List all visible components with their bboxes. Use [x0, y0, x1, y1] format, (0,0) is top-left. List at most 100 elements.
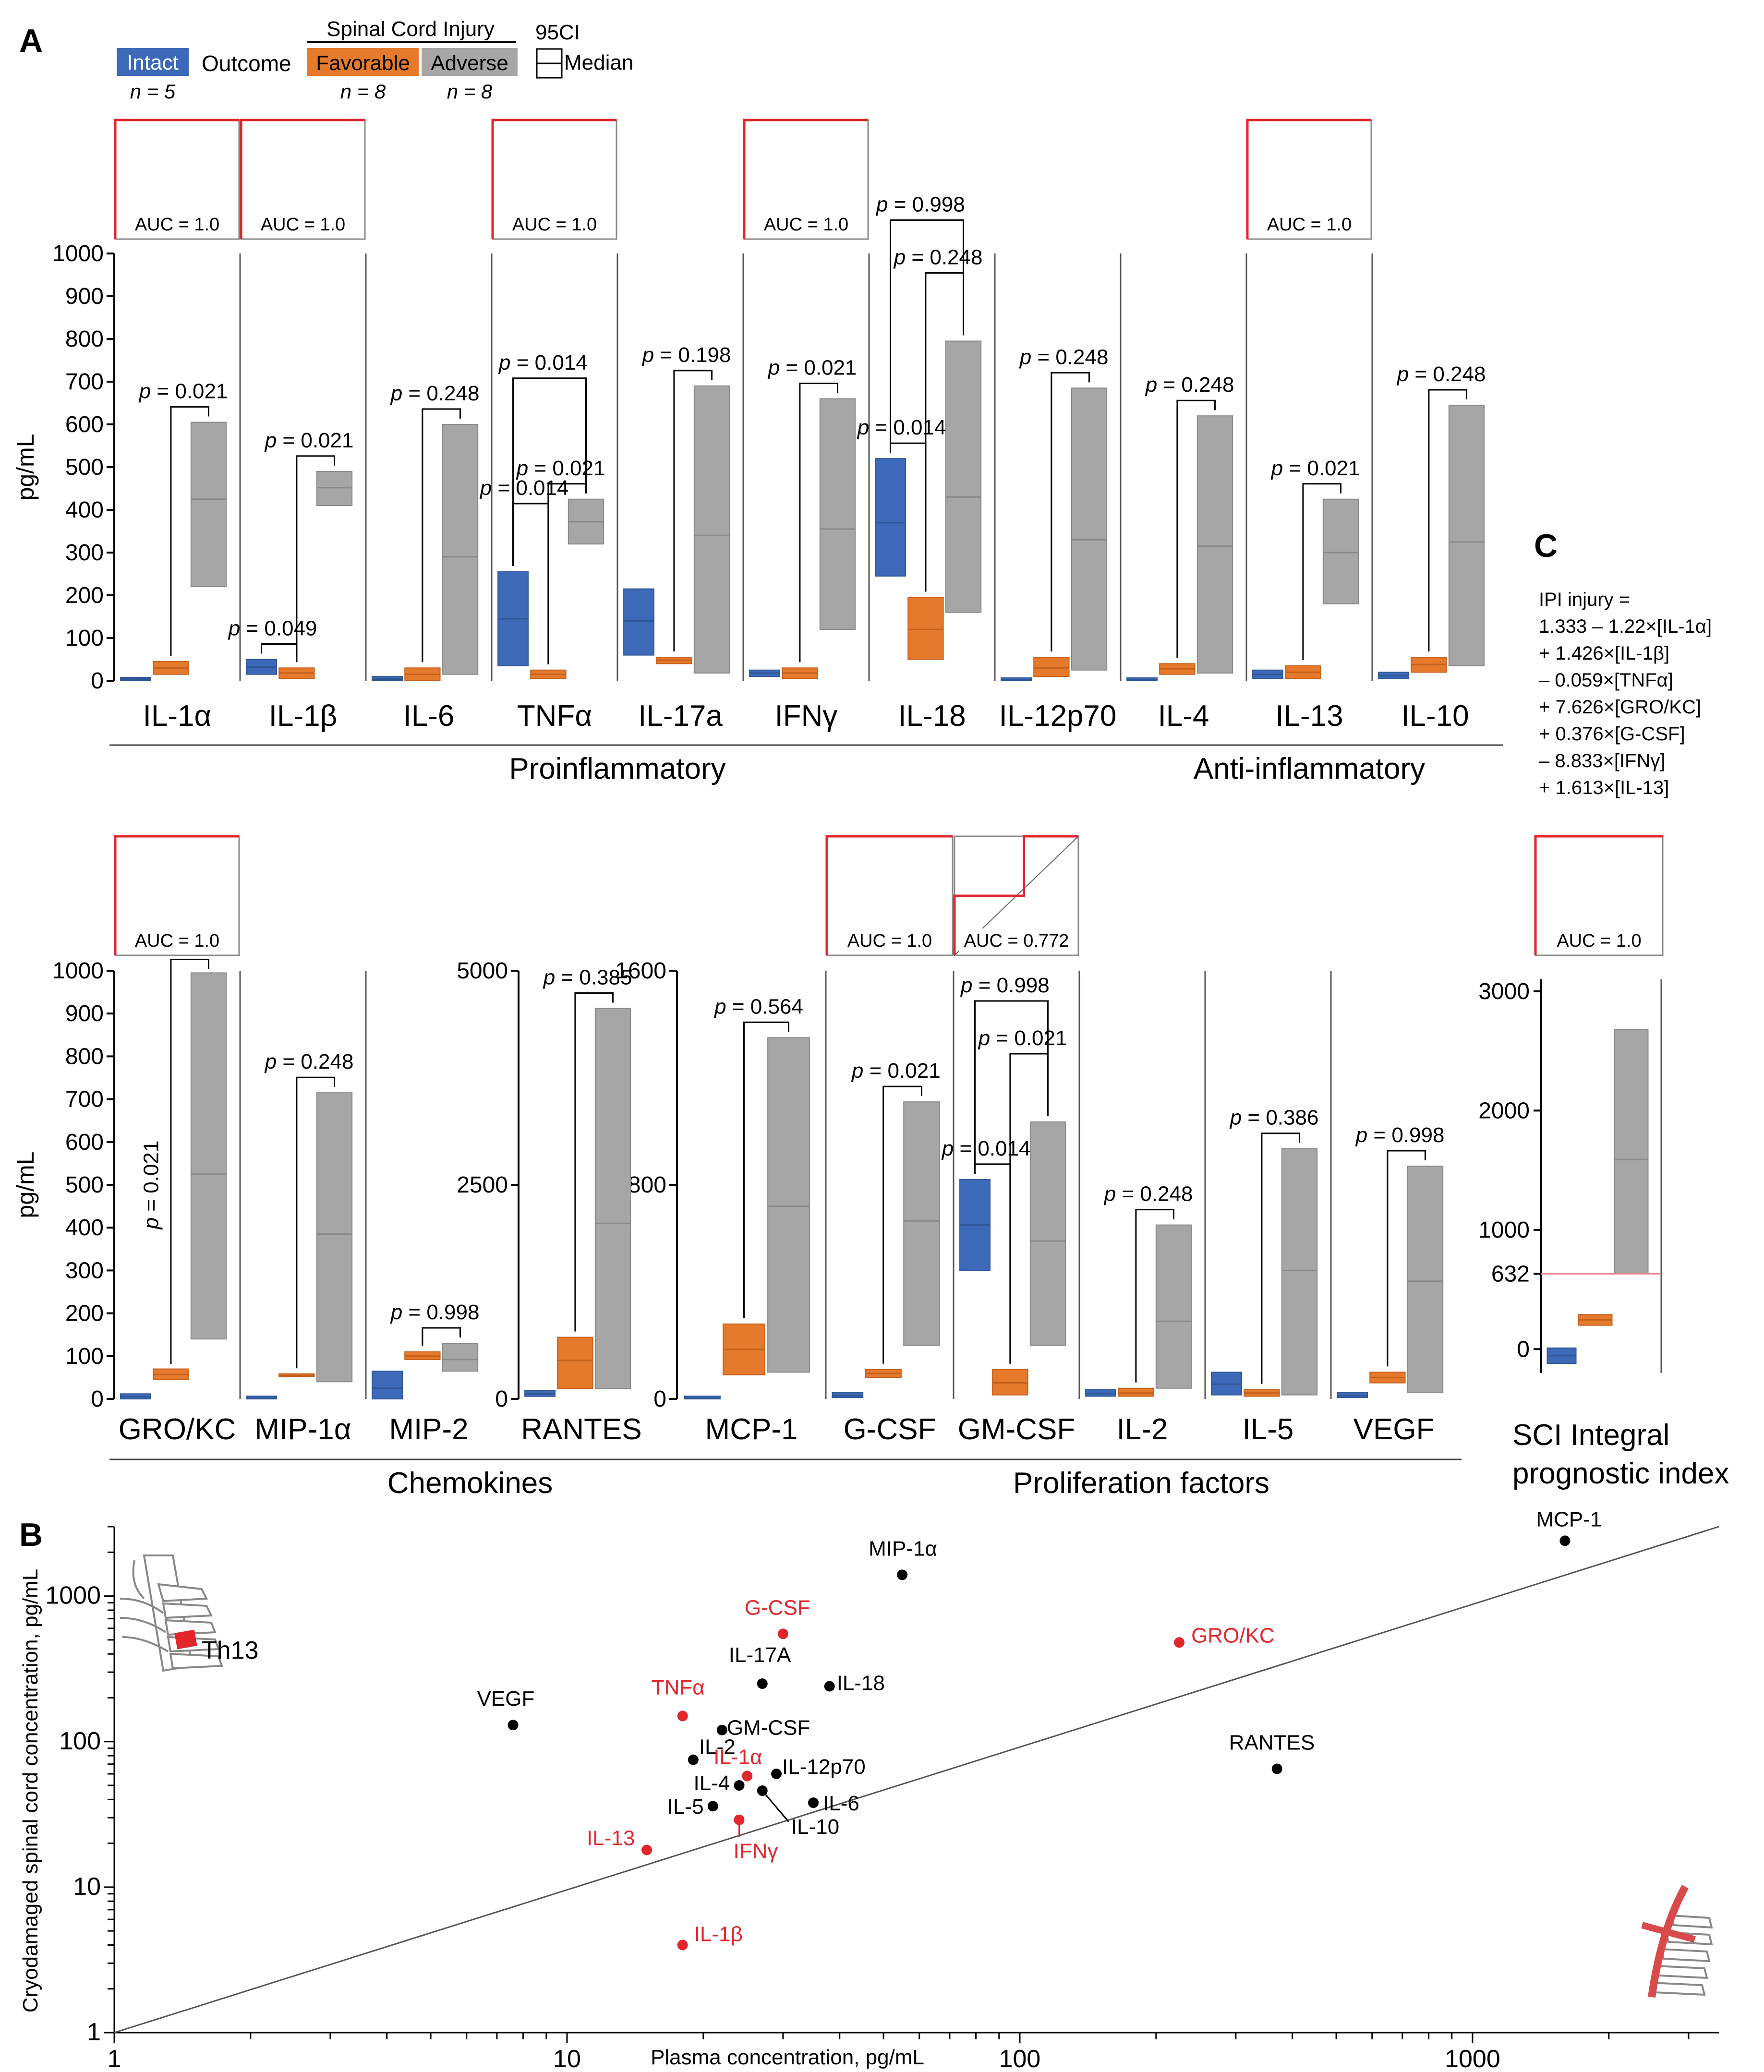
cyt-9-roc-auc: AUC = 1.0: [1267, 215, 1352, 235]
scatter-point-9: [688, 1754, 699, 1765]
panel-b: Th13 Plasma concentration, pg/mL Cryodam…: [19, 1507, 1719, 2072]
y-tick-label-0-8: 800: [65, 326, 104, 352]
scatter-point-5: [824, 1681, 835, 1692]
cyt-5-bracket-0: [799, 383, 838, 663]
cyt-7-pvalue-0: p = 0.248: [1103, 1182, 1193, 1206]
cyt-1-pvalue-0: p = 0.248: [264, 1050, 354, 1073]
y-tick-label-1-2: 5000: [457, 958, 508, 984]
scatter-point-label-17: IL-13: [587, 1826, 635, 1850]
legend-median-label: Median: [564, 51, 633, 74]
cyt-2-pvalue-0: p = 0.248: [390, 382, 480, 405]
scatter-point-12: [734, 1780, 745, 1791]
cyt-1-bracket-1: [296, 455, 335, 663]
cyt-9-pvalue-0: p = 0.998: [1355, 1123, 1445, 1147]
scatter-point-1: [897, 1569, 908, 1580]
scatter-point-label-0: MCP-1: [1536, 1507, 1602, 1531]
y-tick-label-0-9: 900: [65, 1001, 104, 1026]
ipi-eq-line-2: + 1.426×[IL-1β]: [1539, 643, 1669, 664]
ipi-xlabel-line-2: prognostic index: [1512, 1457, 1729, 1490]
cyt-6-box-intact: [875, 458, 906, 577]
legend-favorable-n: n = 8: [340, 80, 386, 103]
cyt-2-label: IL-6: [403, 699, 455, 733]
scatter-point-label-9: IL-2: [699, 1735, 736, 1759]
y-tick-label-1-0: 0: [495, 1386, 508, 1412]
y-tick-label-0-7: 700: [65, 1087, 104, 1112]
scatter-y-tick-label-1: 10: [73, 1873, 101, 1901]
legend-ci-label: 95CI: [535, 21, 580, 44]
legend-adverse-n: n = 8: [447, 80, 493, 103]
cyt-3-label: TNFα: [517, 699, 592, 733]
th13-vertebra-marker: [174, 1629, 197, 1650]
scatter-x-tick-label-1: 10: [553, 2045, 581, 2072]
cyt-7-label: IL-2: [1117, 1413, 1168, 1446]
scatter-point-3: [1174, 1637, 1185, 1648]
legend-intact-swatch: [117, 48, 189, 76]
scatter-point-label-1: MIP-1α: [869, 1537, 937, 1560]
y-tick-label-0-4: 400: [65, 497, 104, 523]
cyt-7-box-favorable: [1118, 1387, 1154, 1397]
cyt-0-pvalue-0: p = 0.021: [138, 380, 228, 403]
ipi-eq-line-5: + 0.376×[G-CSF]: [1539, 723, 1685, 745]
cyt-9-box-adverse: [1322, 498, 1359, 604]
cyt-6-label: GM-CSF: [958, 1413, 1075, 1446]
ipi-eq-line-6: – 8.833×[IFNγ]: [1539, 750, 1665, 771]
scatter-point-11: [742, 1771, 753, 1782]
cyt-9-pvalue-0: p = 0.021: [1270, 457, 1360, 480]
cyt-7-box-adverse: [1071, 387, 1108, 671]
scatter-point-label-14: IL-5: [667, 1795, 704, 1819]
cyt-10-box-adverse: [1448, 404, 1485, 666]
scatter-x-tick-label-2: 100: [999, 2045, 1041, 2072]
cyt-1-roc-auc: AUC = 1.0: [261, 215, 345, 235]
legend-intact-label: Intact: [127, 51, 179, 74]
cyt-6-bracket-2: [974, 1000, 1049, 1174]
cyt-8-box-adverse: [1281, 1148, 1318, 1396]
cyt-2-pvalue-0: p = 0.998: [390, 1301, 480, 1324]
panel-c: IPI injury = 1.333 – 1.22×[IL-1α] + 1.42…: [1478, 589, 1729, 1490]
cyt-1-box-adverse: [316, 1092, 353, 1383]
y-tick-label-2-0: 0: [653, 1386, 666, 1412]
cyt-3-pvalue-0: p = 0.385: [543, 965, 632, 989]
ipi-roc-curve: [1534, 835, 1663, 955]
ipi-eq-line-1: 1.333 – 1.22×[IL-1α]: [1539, 616, 1712, 637]
y-tick-label-0-7: 700: [65, 369, 104, 395]
cyt-6-pvalue-0: p = 0.014: [857, 416, 946, 439]
panel-a-bottom: 0 100 200 300 400 500 600 700 800 900 1000 0 2500 500…: [12, 835, 1462, 1500]
cyt-8-pvalue-0: p = 0.386: [1229, 1106, 1319, 1130]
cyt-5-pvalue-0: p = 0.021: [767, 356, 857, 380]
cyt-6-box-adverse: [1029, 1121, 1066, 1346]
scatter-point-19: [677, 1939, 688, 1951]
y-tick-label-2-1: 800: [628, 1172, 666, 1198]
cyt-4-bracket-0: [673, 370, 713, 652]
cyt-1-bracket-0: [296, 1076, 335, 1369]
y-tick-label-0-3: 300: [65, 540, 104, 566]
cyt-4-label: MCP-1: [705, 1413, 798, 1446]
cyt-6-pvalue-2: p = 0.998: [960, 974, 1050, 997]
cyt-7-box-adverse: [1155, 1224, 1192, 1389]
panel-a-top: 0 100 200 300 400 500 600 700 800 900 1000 pg/mL p =…: [12, 119, 1503, 785]
cyt-2-box-adverse: [442, 1343, 479, 1372]
th13-label: Th13: [202, 1637, 259, 1664]
scatter-point-label-10: IL-12p70: [782, 1755, 866, 1779]
legend-favorable-label: Favorable: [316, 51, 410, 75]
scatter-point-label-19: IL-1β: [694, 1923, 743, 1946]
scatter-ylabel: Cryodamaged spinal cord concentration, p…: [19, 1569, 42, 2013]
legend-outcome-label: Outcome: [202, 51, 291, 76]
y-axis-label: pg/mL: [12, 1152, 39, 1218]
cyt-4-box-adverse: [767, 1037, 810, 1373]
ipi-xlabel-line-1: SCI Integral: [1512, 1419, 1669, 1452]
cyt-3-pvalue-1: p = 0.014: [479, 476, 569, 500]
legend-sci-header: Spinal Cord Injury: [326, 17, 495, 41]
ipi-y-tick-label-1: 632: [1491, 1261, 1530, 1287]
cyt-5-box-adverse: [819, 398, 856, 630]
cyt-3-pvalue-2: p = 0.014: [498, 351, 588, 374]
cyt-0-box-adverse: [190, 422, 227, 588]
cyt-7-pvalue-0: p = 0.248: [1019, 345, 1109, 369]
scatter-point-4: [757, 1678, 768, 1689]
cyt-0-label: IL-1α: [143, 699, 212, 733]
cyt-2-bracket-0: [422, 1327, 461, 1346]
y-tick-label-0-10: 1000: [52, 241, 104, 266]
ipi-y-tick-label-3: 2000: [1478, 1098, 1530, 1123]
cyt-4-label: IL-17a: [638, 699, 723, 733]
scatter-y-tick-label-3: 1000: [45, 1582, 101, 1610]
